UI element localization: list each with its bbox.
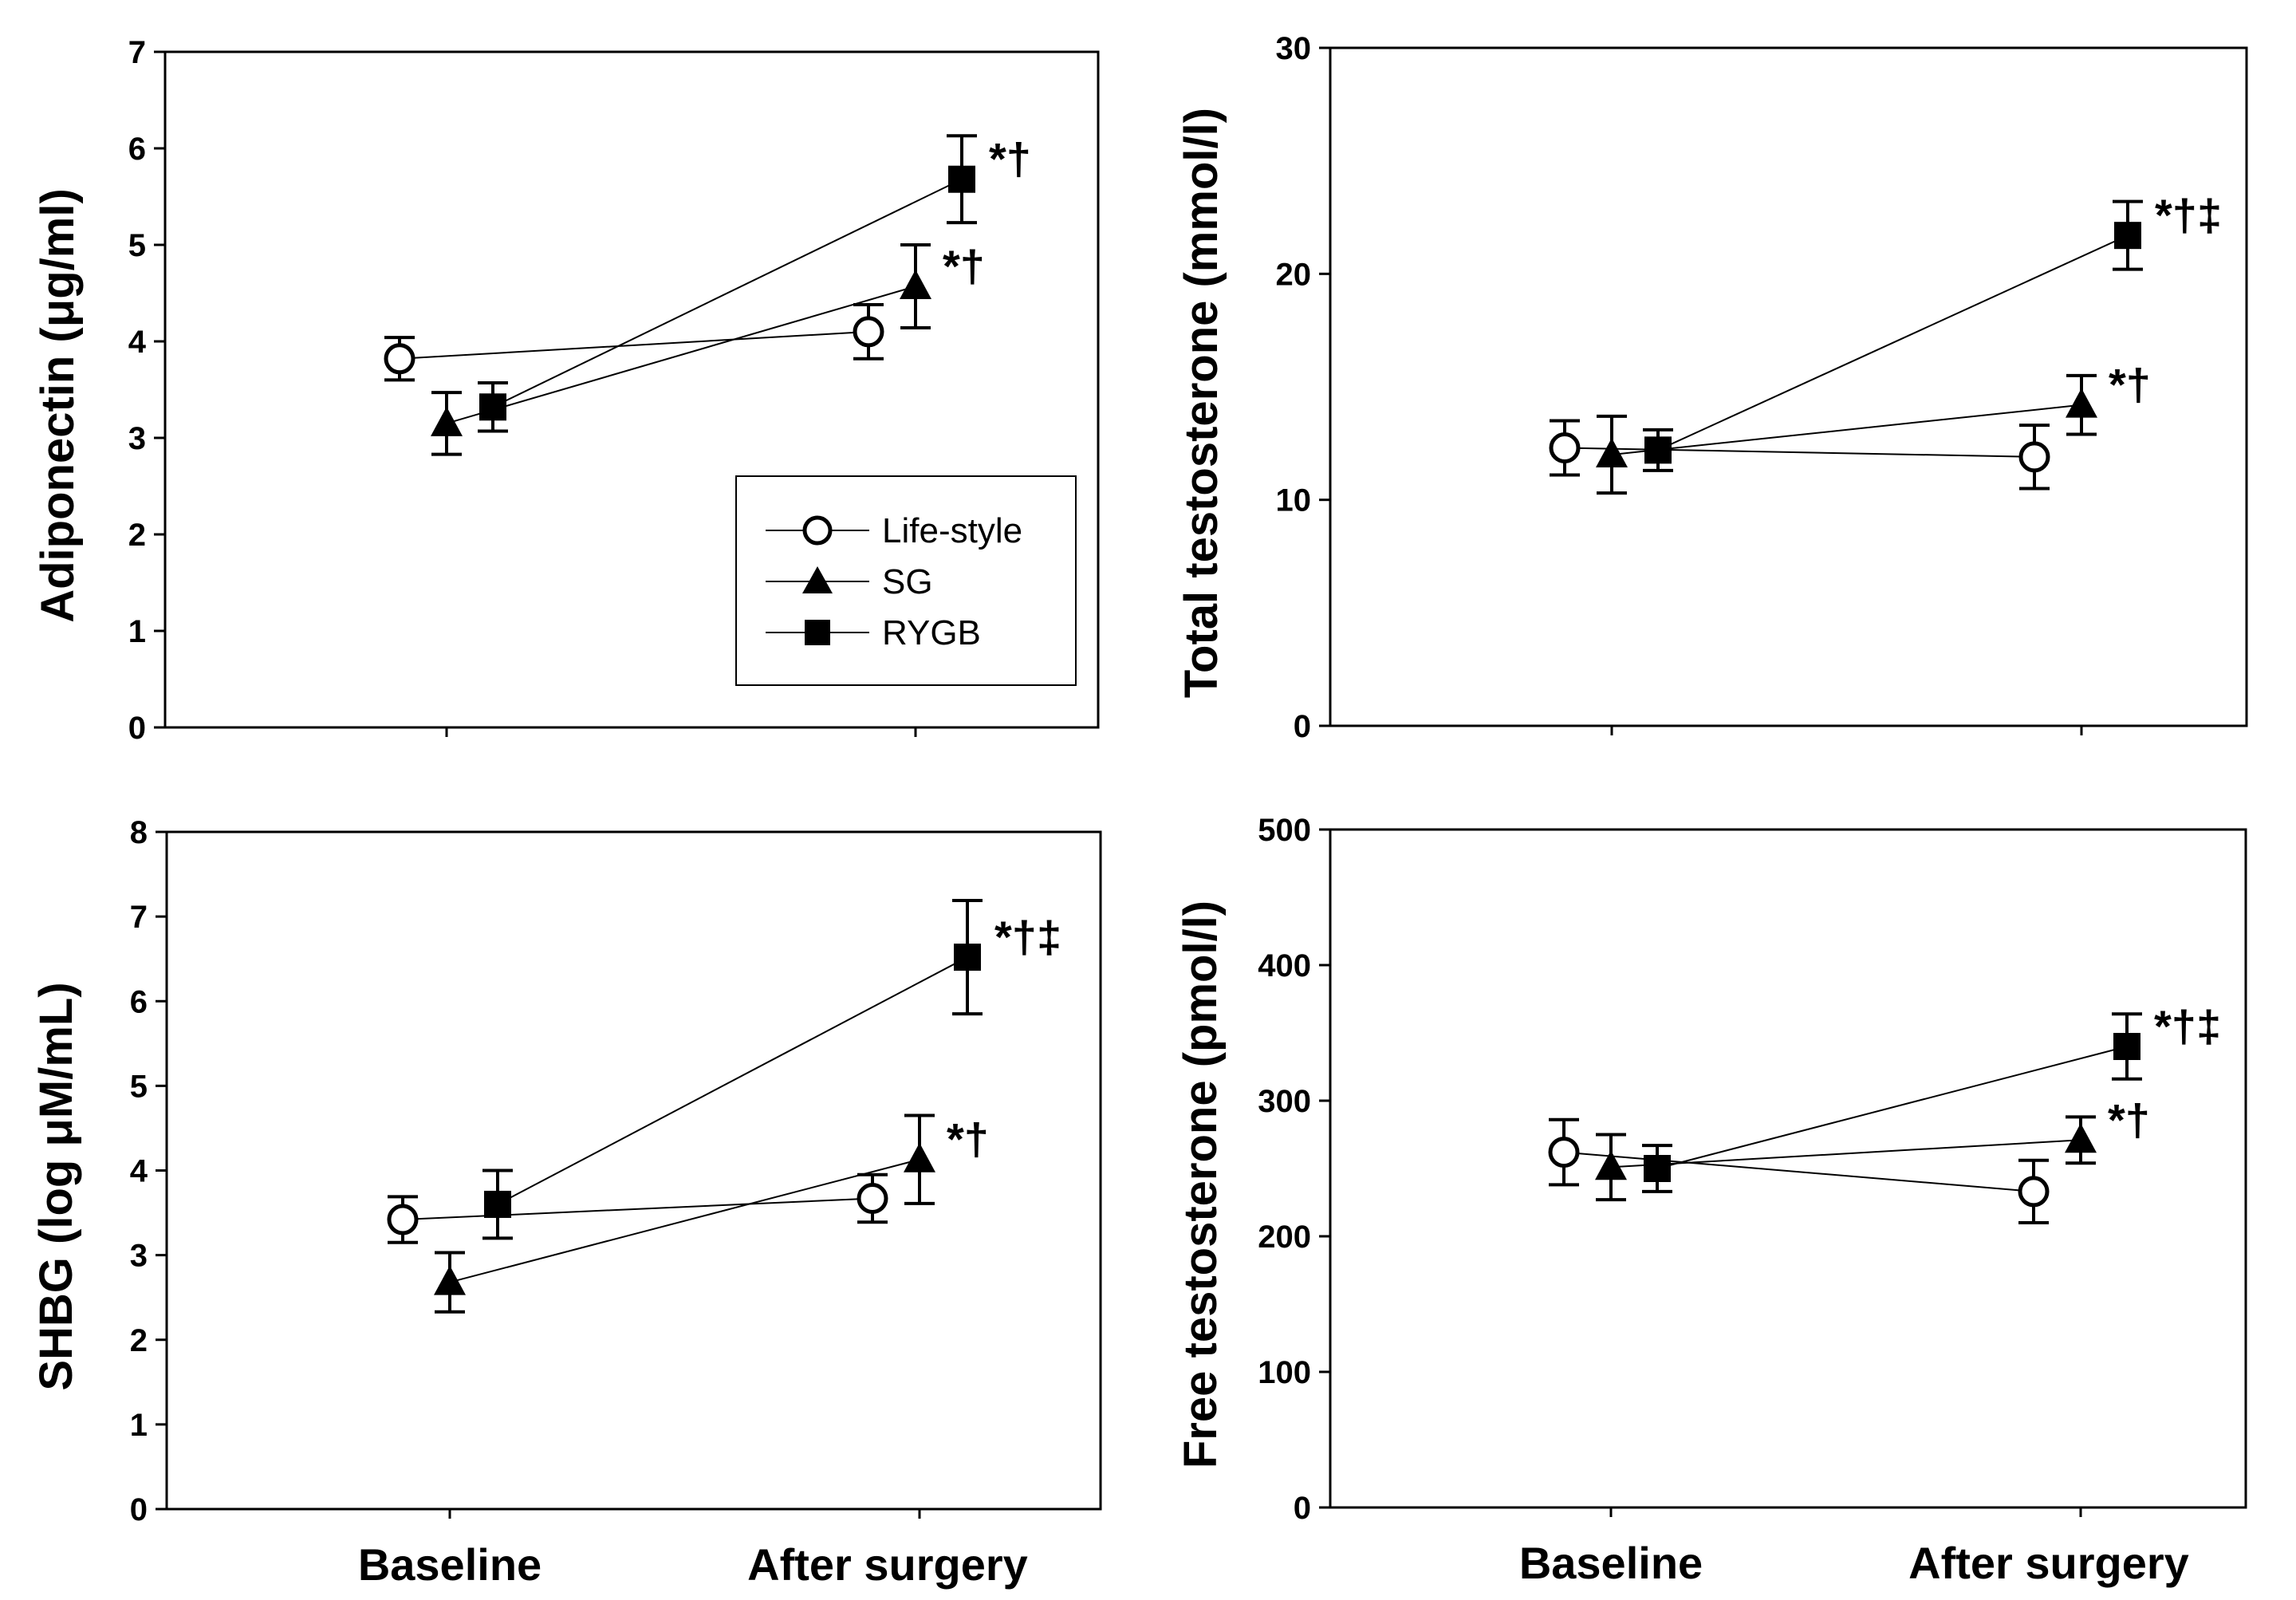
- significance-annotation: *†‡: [2155, 190, 2222, 240]
- y-tick-label: 8: [130, 815, 148, 850]
- y-tick-label: 400: [1258, 948, 1311, 983]
- sg-point: [1596, 438, 1628, 467]
- y-tick-label: 2: [130, 1323, 148, 1358]
- legend: Life-style SG RYGB: [735, 475, 1077, 686]
- legend-marker: [802, 566, 833, 593]
- chart-panel-4: 0 100 200 300 400 500 Baseline After surgery Fre…: [1175, 813, 2247, 1588]
- sg-point: [2065, 1123, 2097, 1153]
- y-axis-label: Total testosterone (mmol/l): [1176, 108, 1227, 698]
- x-tick-label: Baseline: [358, 1539, 542, 1590]
- significance-annotation: *†: [2109, 360, 2151, 410]
- y-tick-label: 7: [130, 900, 148, 935]
- y-tick-label: 0: [1294, 1491, 1311, 1526]
- rygb-series-line: [492, 178, 963, 408]
- y-tick-label: 2: [128, 518, 146, 553]
- life-style-point: [1548, 1137, 1580, 1168]
- legend-label: SG: [882, 562, 933, 601]
- life-style-point: [853, 316, 884, 348]
- sg-point: [904, 1142, 935, 1172]
- y-tick-label: 0: [1294, 709, 1311, 744]
- y-tick-label: 1: [130, 1408, 148, 1443]
- life-style-point: [1549, 432, 1581, 463]
- life-style-point: [384, 343, 415, 375]
- legend-label: Life-style: [882, 511, 1022, 550]
- rygb-point: [1644, 1155, 1671, 1182]
- rygb-point: [1644, 436, 1672, 464]
- rygb-series-line: [497, 956, 968, 1205]
- sg-point: [434, 1265, 466, 1295]
- legend-label: RYGB: [882, 613, 981, 652]
- significance-annotation: *†‡: [2154, 1001, 2221, 1051]
- rygb-series-line: [1657, 234, 2129, 451]
- y-tick-label: 6: [128, 132, 146, 167]
- y-tick-label: 20: [1276, 257, 1312, 292]
- y-tick-label: 4: [128, 325, 147, 360]
- chart-panel-2: 0 10 20 30 Total testosterone (mmol/l) *† *†‡: [1176, 31, 2248, 744]
- sg-point: [1595, 1150, 1627, 1180]
- life-style-series-line: [402, 1197, 873, 1221]
- y-tick-label: 100: [1258, 1355, 1311, 1390]
- y-axis-label: Free testosterone (pmol/l): [1175, 900, 1227, 1468]
- y-tick-label: 5: [130, 1069, 148, 1104]
- y-tick-label: 7: [128, 35, 146, 70]
- rygb-point: [948, 165, 975, 193]
- life-style-series-line: [399, 330, 869, 360]
- y-tick-label: 300: [1258, 1084, 1311, 1119]
- plot-frame: [1329, 828, 2247, 1509]
- sg-series-line: [449, 1158, 920, 1283]
- sg-series-line: [1610, 1139, 2081, 1168]
- x-tick-label: After surgery: [1908, 1538, 2189, 1588]
- significance-annotation: *†: [947, 1114, 989, 1165]
- y-tick-label: 0: [128, 711, 146, 746]
- y-tick-label: 3: [128, 421, 146, 456]
- y-tick-label: 30: [1276, 31, 1312, 66]
- plot-frame: [163, 50, 1100, 729]
- rygb-series-line: [1656, 1046, 2128, 1169]
- y-tick-label: 3: [130, 1239, 148, 1274]
- life-style-point: [2018, 1176, 2050, 1208]
- rygb-point: [2114, 222, 2141, 250]
- significance-annotation: *†‡: [994, 912, 1061, 962]
- sg-series-line: [1611, 404, 2082, 455]
- sg-point: [900, 270, 931, 300]
- plot-frame: [1329, 46, 2248, 727]
- chart-panel-1: 0 1 2 3 4 5 6 7 Adiponectin (μg/ml) *† *† Life-styl…: [32, 35, 1100, 746]
- rygb-point: [484, 1190, 511, 1218]
- life-style-point: [387, 1204, 419, 1235]
- x-tick-label: Baseline: [1519, 1538, 1703, 1588]
- y-axis-label: SHBG (log μM/mL): [30, 982, 82, 1390]
- legend-marker: [802, 515, 833, 546]
- significance-annotation: *†: [989, 134, 1031, 184]
- legend-marker: [805, 620, 830, 645]
- y-tick-label: 5: [128, 228, 146, 263]
- rygb-point: [2113, 1033, 2140, 1060]
- significance-annotation: *†: [2108, 1094, 2150, 1145]
- life-style-series-line: [1563, 1151, 2034, 1192]
- significance-annotation: *†: [943, 241, 985, 291]
- plot-frame: [165, 830, 1102, 1511]
- sg-point: [431, 406, 463, 436]
- y-tick-label: 4: [130, 1154, 148, 1189]
- y-tick-label: 0: [130, 1492, 148, 1527]
- chart-panel-3: 0 1 2 3 4 5 6 7 8 Baseline After surgery SHBG (log …: [30, 815, 1102, 1590]
- life-style-series-line: [1564, 447, 2035, 458]
- rygb-point: [479, 393, 506, 421]
- y-tick-label: 6: [130, 984, 148, 1019]
- y-tick-label: 10: [1276, 483, 1312, 518]
- sg-point: [2066, 388, 2097, 418]
- y-tick-label: 1: [128, 614, 146, 649]
- y-tick-label: 200: [1258, 1220, 1311, 1255]
- rygb-point: [954, 944, 981, 971]
- sg-series-line: [446, 286, 916, 424]
- y-axis-label: Adiponectin (μg/ml): [32, 188, 84, 623]
- y-tick-label: 500: [1258, 813, 1311, 848]
- life-style-point: [857, 1183, 888, 1215]
- x-tick-label: After surgery: [747, 1539, 1028, 1590]
- life-style-point: [2018, 441, 2050, 473]
